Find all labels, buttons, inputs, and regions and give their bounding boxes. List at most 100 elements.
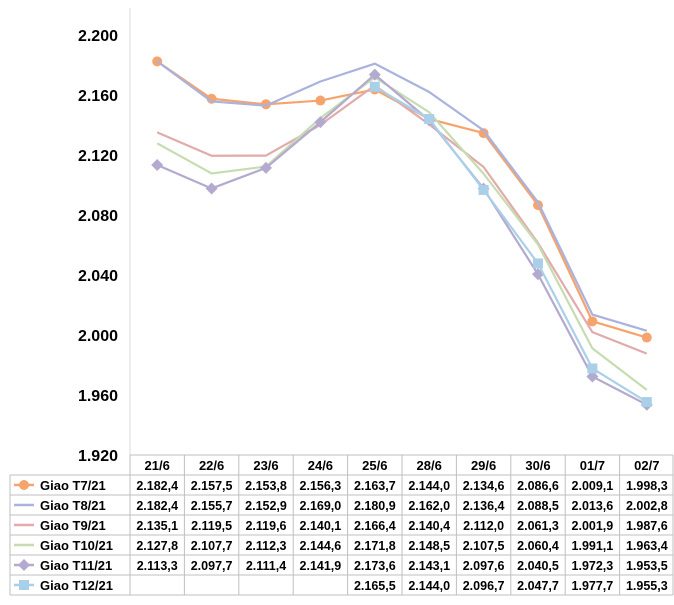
table-cell-value: 2.141,9 (300, 559, 342, 573)
table-cell-value: 2.113,3 (137, 559, 178, 573)
data-point-giao-t12-21 (369, 81, 380, 92)
data-point-giao-t11-21 (151, 159, 164, 172)
table-cell-value: 2.143,1 (408, 559, 450, 573)
legend-label-giao-t12-21: Giao T12/21 (40, 578, 113, 593)
table-cell-value: 1.991,1 (572, 539, 614, 553)
y-tick-label: 2.000 (78, 328, 118, 345)
data-point-giao-t7-21 (478, 128, 489, 139)
table-cell-value: 2.002,8 (626, 499, 668, 513)
y-tick-label: 2.080 (78, 208, 118, 225)
legend-label-giao-t7-21: Giao T7/21 (40, 478, 106, 493)
table-cell-value: 2.047,7 (517, 579, 559, 593)
table-cell-value: 2.134,6 (463, 479, 505, 493)
data-point-giao-t12-21 (641, 397, 652, 408)
table-cell-value: 2.156,3 (300, 479, 342, 493)
table-cell-value: 2.060,4 (517, 539, 559, 553)
table-cell-value: 2.173,6 (354, 559, 396, 573)
data-point-giao-t11-21 (260, 161, 272, 174)
table-cell-value: 1.998,3 (626, 479, 668, 493)
table-cell-value: 2.155,7 (191, 499, 233, 513)
y-tick-label: 2.200 (78, 28, 118, 45)
x-tick-label: 30/6 (525, 458, 550, 473)
table-cell-value: 2.096,7 (463, 579, 505, 593)
table-cell-value: 1.963,4 (626, 539, 668, 553)
data-point-giao-t11-21 (586, 370, 599, 383)
data-point-giao-t7-21 (641, 332, 652, 343)
legend-label-giao-t11-21: Giao T11/21 (40, 558, 112, 573)
table-cell-value: 2.013,6 (572, 499, 614, 513)
series-line-giao-t12-21 (374, 85, 648, 403)
table-cell-value: 2.009,1 (572, 479, 614, 493)
table-cell-value: 2.097,6 (463, 559, 505, 573)
y-tick-label: 2.040 (78, 268, 118, 285)
x-tick-label: 24/6 (308, 458, 333, 473)
table-cell-value: 2.157,5 (191, 479, 233, 493)
y-tick-label: 1.960 (78, 388, 118, 405)
table-cell-value: 1.987,6 (626, 519, 668, 533)
table-cell-value: 1.972,3 (572, 559, 614, 573)
data-point-giao-t7-21 (261, 99, 271, 110)
data-point-giao-t12-21 (587, 363, 598, 374)
series-line-giao-t11-21 (156, 73, 648, 406)
table-cell-value: 2.165,5 (354, 579, 396, 593)
table-cell-value: 2.040,5 (517, 559, 559, 573)
table-cell-value: 2.182,4 (136, 479, 178, 493)
x-tick-label: 01/7 (580, 458, 605, 473)
table-cell-value: 2.112,0 (463, 519, 504, 533)
data-point-giao-t11-21 (205, 182, 218, 195)
legend-label-giao-t10-21: Giao T10/21 (40, 538, 113, 553)
table-cell-value: 2.107,5 (463, 539, 505, 553)
data-point-giao-t11-21 (368, 68, 381, 81)
legend-label-giao-t8-21: Giao T8/21 (40, 498, 106, 513)
series-line-giao-t8-21 (156, 60, 648, 332)
table-cell-value: 2.144,0 (408, 579, 450, 593)
table-cell-value: 2.140,4 (408, 519, 450, 533)
y-tick-label: 2.160 (78, 88, 118, 105)
table-cell-value: 1.953,5 (626, 559, 668, 573)
table-cell-value: 2.144,6 (300, 539, 342, 553)
table-cell-value: 2.180,9 (354, 499, 396, 513)
x-tick-label: 21/6 (145, 458, 170, 473)
y-tick-label: 2.120 (78, 148, 118, 165)
table-cell-value: 2.140,1 (300, 519, 342, 533)
table-cell-value: 2.119,6 (245, 519, 286, 533)
x-tick-label: 25/6 (362, 458, 387, 473)
table-cell-value: 2.162,0 (408, 499, 450, 513)
x-tick-label: 22/6 (199, 458, 224, 473)
data-point-giao-t12-21 (424, 114, 435, 124)
table-cell-value: 2.144,0 (408, 479, 450, 493)
table-cell-value: 2.153,8 (245, 479, 287, 493)
x-tick-label: 02/7 (634, 458, 659, 473)
table-cell-value: 2.135,1 (136, 519, 178, 533)
data-point-giao-t7-21 (587, 316, 598, 327)
data-point-giao-t12-21 (478, 184, 489, 195)
legend-marker-giao-t7-21 (19, 480, 29, 490)
table-cell-value: 2.097,7 (191, 559, 233, 573)
table-cell-value: 2.136,4 (463, 499, 505, 513)
table-cell-value: 2.119,5 (191, 519, 232, 533)
table-cell-value: 2.182,4 (136, 499, 178, 513)
series-line-giao-t10-21 (156, 76, 648, 391)
table-cell-value: 2.169,0 (300, 499, 342, 513)
table-cell-value: 2.148,5 (408, 539, 450, 553)
table-cell-value: 2.152,9 (245, 499, 287, 513)
legend-marker-giao-t11-21 (18, 559, 30, 571)
table-cell-value: 2.111,4 (246, 559, 286, 573)
data-point-giao-t7-21 (315, 95, 326, 106)
x-tick-label: 28/6 (417, 458, 442, 473)
table-cell-value: 2.163,7 (354, 479, 396, 493)
x-tick-label: 23/6 (253, 458, 278, 473)
x-tick-label: 29/6 (471, 458, 496, 473)
y-tick-label: 1.920 (78, 448, 118, 465)
data-point-giao-t12-21 (533, 258, 543, 269)
table-cell-value: 2.127,8 (136, 539, 178, 553)
series-line-giao-t9-21 (156, 84, 648, 355)
table-cell-value: 1.977,7 (572, 579, 614, 593)
table-cell-value: 2.112,3 (245, 539, 286, 553)
table-cell-value: 2.061,3 (517, 519, 559, 533)
table-cell-value: 2.086,6 (517, 479, 559, 493)
table-cell-value: 2.166,4 (354, 519, 396, 533)
data-point-giao-t11-21 (314, 116, 327, 129)
